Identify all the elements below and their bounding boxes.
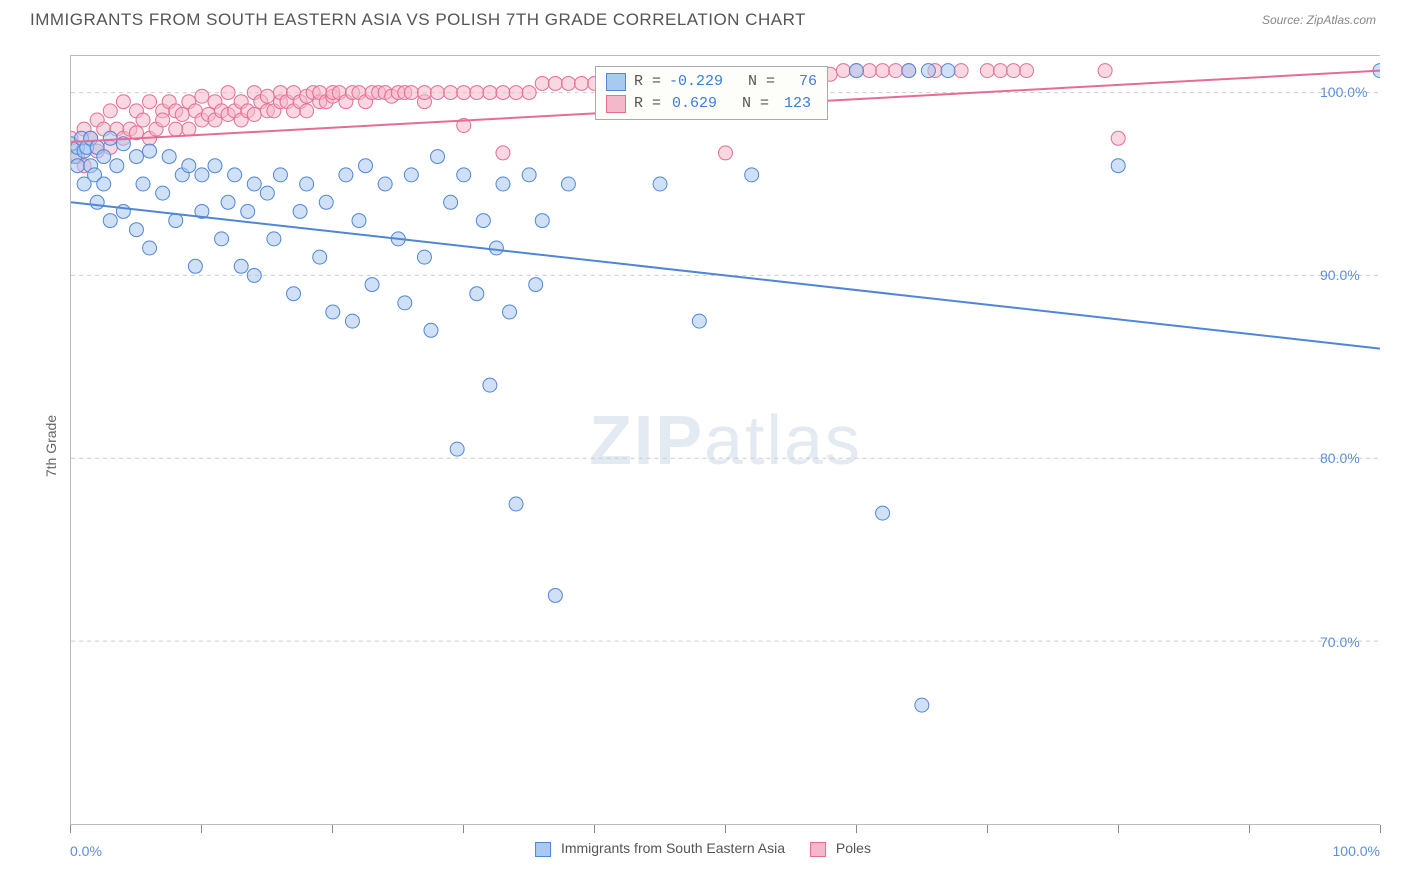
- legend-item-pink: Poles: [810, 840, 871, 857]
- chart-area: ZIPatlas R = -0.229 N = 76 R = 0.629: [70, 55, 1380, 825]
- swatch-pink-icon: [810, 842, 826, 857]
- swatch-blue-icon: [535, 842, 551, 857]
- n-label: N =: [748, 71, 775, 93]
- chart-header: IMMIGRANTS FROM SOUTH EASTERN ASIA VS PO…: [0, 0, 1406, 35]
- n-label: N =: [742, 93, 769, 115]
- source-label: Source: ZipAtlas.com: [1262, 13, 1376, 27]
- y-tick-label: 100.0%: [1320, 84, 1406, 100]
- legend-bottom: Immigrants from South Eastern Asia Poles: [535, 840, 871, 857]
- y-tick-label: 80.0%: [1320, 450, 1406, 466]
- plot-area: ZIPatlas R = -0.229 N = 76 R = 0.629: [70, 55, 1380, 825]
- n-value-blue: 76: [783, 71, 817, 93]
- x-tick-label: 100.0%: [1333, 843, 1380, 859]
- legend-item-blue: Immigrants from South Eastern Asia: [535, 840, 785, 857]
- y-tick-label: 70.0%: [1320, 634, 1406, 650]
- r-label: R =: [634, 93, 661, 115]
- legend-label-pink: Poles: [836, 840, 871, 856]
- x-tick-label: 0.0%: [70, 843, 102, 859]
- y-axis-label: 7th Grade: [43, 415, 59, 477]
- legend-label-blue: Immigrants from South Eastern Asia: [561, 840, 785, 856]
- r-value-pink: 0.629: [669, 93, 717, 115]
- n-value-pink: 123: [777, 93, 811, 115]
- swatch-pink-icon: [606, 95, 626, 113]
- stats-legend-box: R = -0.229 N = 76 R = 0.629 N = 123: [595, 66, 828, 120]
- plot-svg: [71, 56, 1380, 824]
- stats-row-blue: R = -0.229 N = 76: [606, 71, 817, 93]
- r-label: R =: [634, 71, 661, 93]
- stats-row-pink: R = 0.629 N = 123: [606, 93, 817, 115]
- swatch-blue-icon: [606, 73, 626, 91]
- r-value-blue: -0.229: [669, 71, 723, 93]
- y-tick-label: 90.0%: [1320, 267, 1406, 283]
- chart-title: IMMIGRANTS FROM SOUTH EASTERN ASIA VS PO…: [30, 10, 806, 30]
